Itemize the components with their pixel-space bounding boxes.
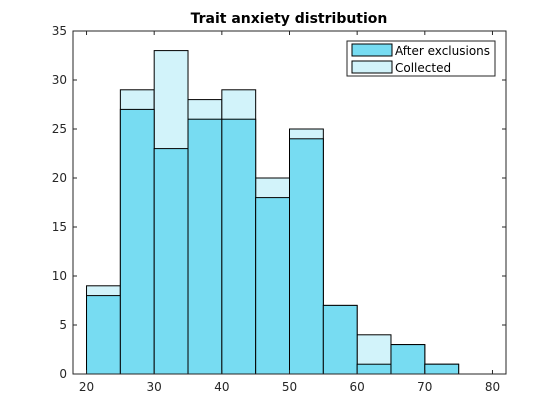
y-tick-label: 25 bbox=[52, 122, 67, 136]
legend-swatch-collected bbox=[351, 60, 393, 74]
x-tick-label: 60 bbox=[350, 380, 365, 394]
legend-label-collected: Collected bbox=[395, 61, 451, 75]
y-tick-label: 15 bbox=[52, 220, 67, 234]
after-exclusions-bars bbox=[86, 108, 460, 375]
x-tick-label: 30 bbox=[147, 380, 162, 394]
legend-swatch-after-exclusions bbox=[351, 43, 393, 57]
after-exclusions-bar bbox=[86, 295, 121, 375]
x-axis: 20 30 40 50 60 70 80 bbox=[79, 31, 500, 394]
after-exclusions-bar bbox=[153, 148, 189, 375]
legend: After exclusions Collected bbox=[346, 40, 496, 77]
x-tick-label: 40 bbox=[214, 380, 229, 394]
chart-title: Trait anxiety distribution bbox=[191, 11, 388, 27]
after-exclusions-bar bbox=[187, 118, 223, 375]
y-tick-label: 35 bbox=[52, 24, 67, 38]
legend-label-after-exclusions: After exclusions bbox=[395, 44, 490, 58]
x-tick-label: 50 bbox=[282, 380, 297, 394]
y-tick-label: 10 bbox=[52, 269, 67, 283]
y-tick-label: 20 bbox=[52, 171, 67, 185]
y-tick-label: 30 bbox=[52, 73, 67, 87]
after-exclusions-bar bbox=[424, 363, 460, 375]
x-tick-label: 80 bbox=[485, 380, 500, 394]
y-tick-label: 0 bbox=[59, 367, 67, 381]
x-tick-label: 70 bbox=[417, 380, 432, 394]
after-exclusions-bar bbox=[289, 138, 324, 375]
after-exclusions-bar bbox=[322, 304, 358, 375]
after-exclusions-bar bbox=[255, 197, 290, 375]
y-tick-label: 5 bbox=[59, 318, 67, 332]
y-axis: 0 5 10 15 20 25 30 35 bbox=[52, 24, 506, 381]
x-tick-label: 20 bbox=[79, 380, 94, 394]
after-exclusions-bar bbox=[356, 363, 392, 375]
after-exclusions-bar bbox=[221, 118, 257, 375]
after-exclusions-bar bbox=[390, 344, 426, 375]
after-exclusions-bar bbox=[119, 108, 155, 375]
